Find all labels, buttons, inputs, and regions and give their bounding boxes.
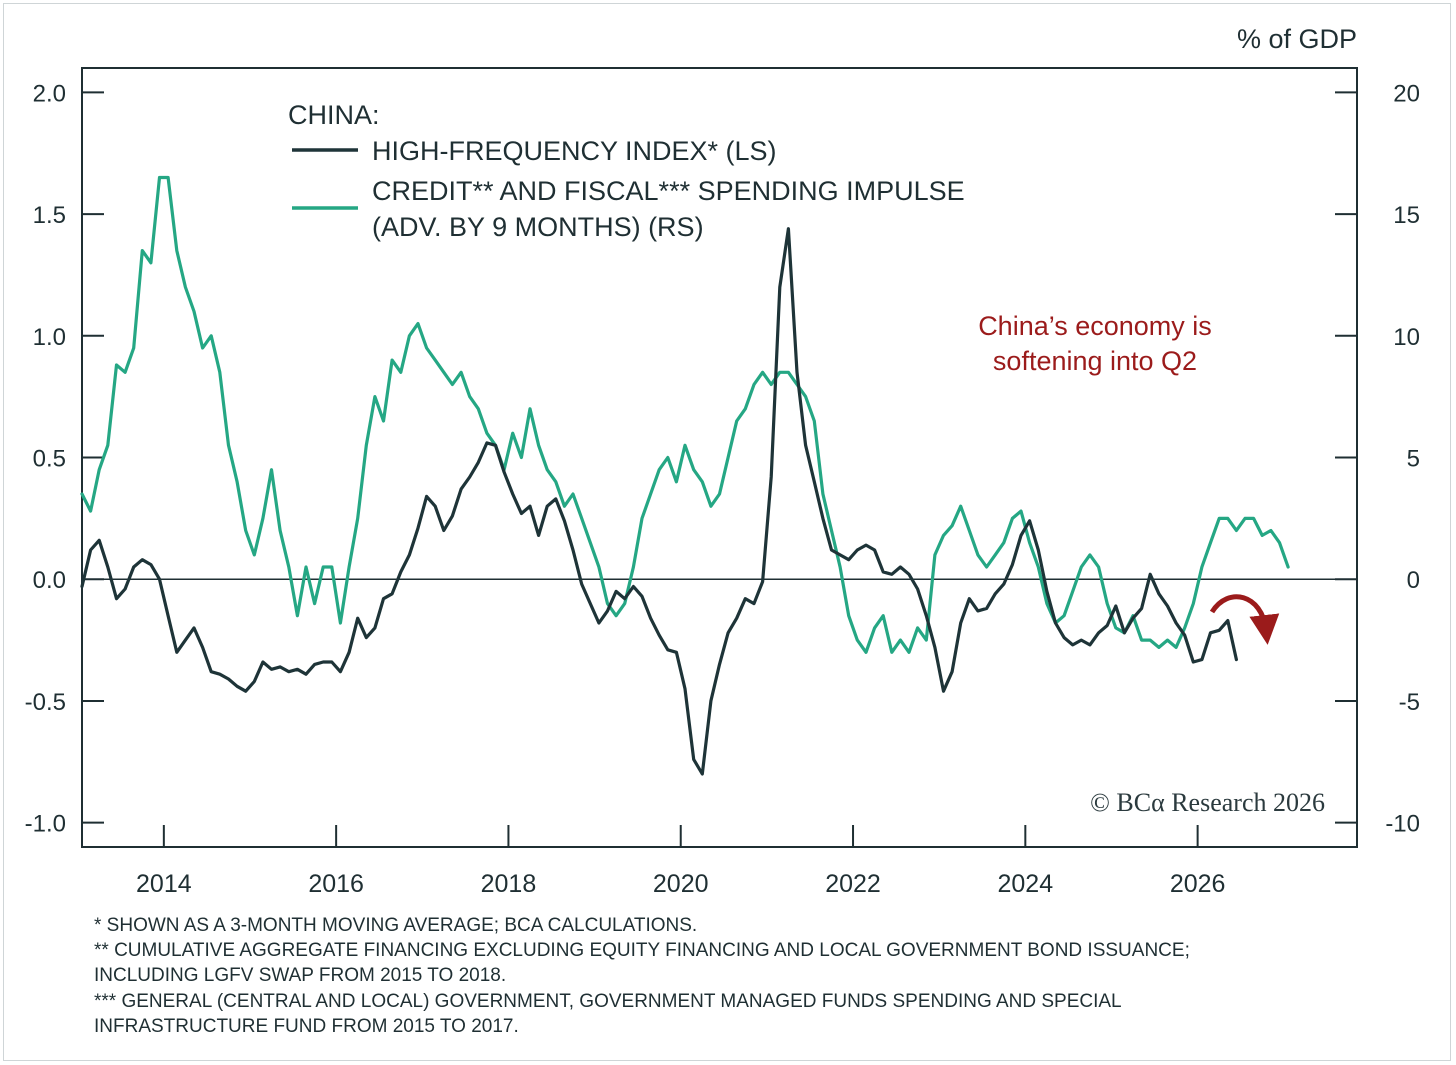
right-axis: 20 15 10 5 0 -5 -10 [1335, 80, 1420, 838]
right-tick-label: 0 [1407, 567, 1420, 594]
series-layer [80, 175, 1290, 776]
right-tick-label: 15 [1393, 202, 1420, 229]
right-tick-label: 10 [1393, 324, 1420, 351]
right-tick-label: -5 [1399, 689, 1420, 716]
x-tick-label: 2022 [825, 870, 881, 898]
footnote-2: ** CUMULATIVE AGGREGATE FINANCING EXCLUD… [94, 940, 1190, 961]
footnote-1: * SHOWN AS A 3-MONTH MOVING AVERAGE; BCA… [94, 915, 697, 936]
legend-label-high-frequency: HIGH-FREQUENCY INDEX* (LS) [372, 136, 777, 166]
unit-label: % of GDP [1237, 24, 1357, 54]
left-axis: 2.0 1.5 1.0 0.5 0.0 -0.5 -1.0 [25, 80, 104, 838]
right-tick-label: 5 [1407, 446, 1420, 473]
right-tick-label: 20 [1393, 80, 1420, 107]
x-tick-label: 2020 [653, 870, 709, 898]
annotation-line-2: softening into Q2 [993, 346, 1197, 376]
left-tick-label: 2.0 [33, 80, 66, 107]
copyright: © BCα Research 2026 [1090, 788, 1325, 817]
legend-label-credit-impulse-line1: CREDIT** AND FISCAL*** SPENDING IMPULSE [372, 176, 965, 206]
chart-frame [3, 3, 1451, 1061]
x-tick-label: 2014 [136, 870, 192, 898]
footnote-3: INCLUDING LGFV SWAP FROM 2015 TO 2018. [94, 965, 506, 986]
x-axis: 2014 2016 2018 2020 2022 2024 2026 [136, 825, 1225, 898]
legend: CHINA: HIGH-FREQUENCY INDEX* (LS) CREDIT… [288, 100, 965, 242]
x-tick-label: 2024 [998, 870, 1054, 898]
annotation-line-1: China’s economy is [978, 311, 1212, 341]
left-tick-label: -0.5 [25, 689, 66, 716]
series-line-high-frequency [80, 227, 1238, 776]
legend-title: CHINA: [288, 100, 380, 130]
footnote-4: *** GENERAL (CENTRAL AND LOCAL) GOVERNME… [94, 991, 1122, 1012]
left-tick-label: 0.5 [33, 446, 66, 473]
x-tick-label: 2026 [1170, 870, 1226, 898]
annotation-arrow [1209, 594, 1280, 645]
x-tick-label: 2018 [481, 870, 537, 898]
footnote-5: INFRASTRUCTURE FUND FROM 2015 TO 2017. [94, 1016, 519, 1037]
series-line-credit-impulse [80, 175, 1290, 654]
legend-label-credit-impulse-line2: (ADV. BY 9 MONTHS) (RS) [372, 212, 704, 242]
x-tick-label: 2016 [308, 870, 364, 898]
right-tick-label: -10 [1385, 811, 1420, 838]
left-tick-label: 0.0 [33, 567, 66, 594]
left-tick-label: 1.5 [33, 202, 66, 229]
footnotes: * SHOWN AS A 3-MONTH MOVING AVERAGE; BCA… [94, 915, 1190, 1037]
left-tick-label: 1.0 [33, 324, 66, 351]
left-tick-label: -1.0 [25, 811, 66, 838]
